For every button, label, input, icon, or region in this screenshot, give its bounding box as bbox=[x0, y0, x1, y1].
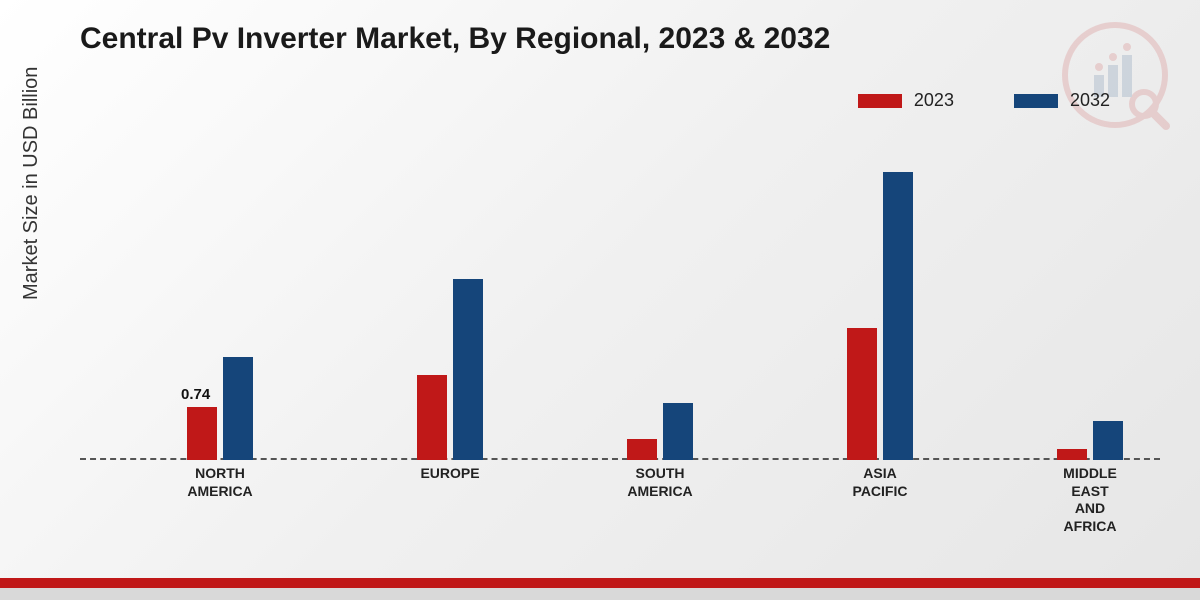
bar bbox=[627, 439, 657, 460]
y-axis-label: Market Size in USD Billion bbox=[20, 67, 43, 300]
legend-item-2023: 2023 bbox=[858, 90, 954, 111]
legend-label-2023: 2023 bbox=[914, 90, 954, 111]
bar bbox=[1057, 449, 1087, 460]
plot-area: 0.74 bbox=[80, 140, 1160, 460]
x-tick-label: ASIA PACIFIC bbox=[853, 465, 908, 500]
bar-group bbox=[187, 357, 253, 460]
bar-group bbox=[417, 279, 483, 460]
legend-label-2032: 2032 bbox=[1070, 90, 1110, 111]
bar bbox=[1093, 421, 1123, 460]
legend-item-2032: 2032 bbox=[1014, 90, 1110, 111]
x-tick-label: MIDDLE EAST AND AFRICA bbox=[1063, 465, 1117, 535]
bar bbox=[453, 279, 483, 460]
bar-group bbox=[627, 403, 693, 460]
footer-red-bar bbox=[0, 578, 1200, 588]
x-tick-label: NORTH AMERICA bbox=[187, 465, 252, 500]
footer-grey-bar bbox=[0, 588, 1200, 600]
bar bbox=[847, 328, 877, 460]
bar-group bbox=[1057, 421, 1123, 460]
x-tick-label: EUROPE bbox=[420, 465, 479, 483]
x-tick-label: SOUTH AMERICA bbox=[627, 465, 692, 500]
chart-canvas: Central Pv Inverter Market, By Regional,… bbox=[0, 0, 1200, 600]
legend-swatch-2032 bbox=[1014, 94, 1058, 108]
chart-title: Central Pv Inverter Market, By Regional,… bbox=[80, 22, 830, 56]
bar bbox=[187, 407, 217, 460]
watermark-logo bbox=[1060, 20, 1170, 135]
bar bbox=[417, 375, 447, 460]
legend: 2023 2032 bbox=[858, 90, 1110, 111]
legend-swatch-2023 bbox=[858, 94, 902, 108]
bar-group bbox=[847, 172, 913, 460]
bar bbox=[223, 357, 253, 460]
bar bbox=[663, 403, 693, 460]
bar bbox=[883, 172, 913, 460]
